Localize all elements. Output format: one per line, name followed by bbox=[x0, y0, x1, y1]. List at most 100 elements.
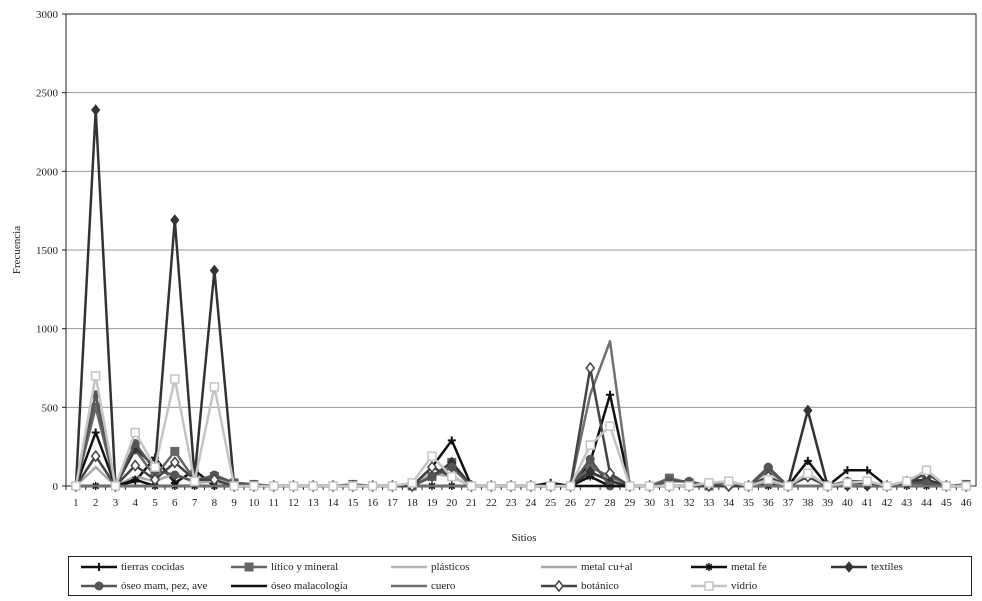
legend-item: metal fe bbox=[689, 558, 767, 576]
y-axis-title: Frecuencia bbox=[11, 226, 23, 274]
x-tick-label: 5 bbox=[152, 497, 158, 509]
x-tick-label: 1 bbox=[73, 497, 79, 509]
gridlines bbox=[66, 13, 976, 408]
data-point bbox=[486, 481, 497, 491]
legend-swatch bbox=[81, 563, 117, 571]
data-point bbox=[447, 462, 457, 472]
x-tick-label: 2 bbox=[93, 497, 99, 509]
data-point bbox=[71, 481, 81, 491]
x-tick-label: 4 bbox=[132, 497, 138, 509]
legend-swatch bbox=[831, 561, 867, 573]
y-tick-label: 2500 bbox=[36, 88, 59, 100]
data-point bbox=[921, 465, 932, 476]
x-tick-label: 7 bbox=[192, 497, 198, 509]
x-tick-label: 9 bbox=[231, 497, 237, 509]
data-point bbox=[822, 481, 833, 491]
x-tick-label: 31 bbox=[664, 497, 675, 509]
legend-label: tierras cocidas bbox=[121, 561, 185, 573]
data-point bbox=[249, 481, 259, 491]
data-point bbox=[565, 481, 576, 491]
data-point bbox=[427, 451, 437, 461]
x-tick-label: 17 bbox=[387, 497, 399, 509]
data-point bbox=[902, 476, 912, 487]
x-tick-label: 28 bbox=[605, 497, 617, 509]
legend-item: óseo mam, pez, ave bbox=[79, 577, 207, 595]
x-tick-label: 33 bbox=[703, 497, 715, 509]
data-point bbox=[585, 361, 596, 375]
series-0 bbox=[71, 390, 971, 490]
data-point bbox=[170, 214, 180, 226]
x-tick-label: 21 bbox=[466, 497, 477, 509]
data-point bbox=[664, 481, 675, 491]
series-6 bbox=[71, 390, 971, 491]
series-layer bbox=[70, 104, 972, 493]
x-tick-label: 14 bbox=[328, 497, 340, 509]
data-point bbox=[209, 382, 220, 392]
data-point bbox=[150, 462, 160, 472]
data-point bbox=[308, 481, 319, 491]
data-point bbox=[170, 374, 180, 384]
legend-label: óseo mam, pez, ave bbox=[121, 580, 208, 592]
data-point bbox=[644, 481, 655, 491]
data-point bbox=[209, 264, 220, 277]
data-point bbox=[209, 473, 220, 486]
x-axis-ticks: 1 2 3 4 5 6 7 8 9 10 11 12 13 14 15 16 17 18 19 20 21 22 23 24 2… bbox=[65, 486, 972, 509]
y-axis-ticks: 0 500 1000 1500 2000 2500 3000 bbox=[36, 9, 66, 493]
data-point bbox=[843, 466, 852, 475]
data-point bbox=[170, 446, 180, 456]
x-tick-label: 25 bbox=[545, 497, 557, 509]
legend-swatch bbox=[541, 565, 577, 569]
data-point bbox=[170, 470, 180, 480]
data-point bbox=[783, 481, 793, 491]
y-tick-label: 500 bbox=[42, 402, 59, 414]
data-point bbox=[348, 481, 358, 491]
legend-swatch bbox=[391, 584, 427, 588]
data-point bbox=[328, 481, 338, 491]
x-tick-label: 15 bbox=[347, 497, 359, 509]
legend-label: botánico bbox=[581, 580, 619, 592]
x-tick-label: 23 bbox=[506, 497, 518, 509]
x-tick-label: 30 bbox=[644, 497, 656, 509]
x-axis-title: Sitios bbox=[511, 532, 536, 544]
series-line bbox=[74, 406, 967, 488]
data-point bbox=[288, 481, 299, 491]
data-point bbox=[961, 481, 971, 491]
y-tick-label: 1500 bbox=[36, 245, 59, 257]
data-point bbox=[91, 104, 101, 116]
data-point bbox=[90, 371, 101, 381]
data-point bbox=[387, 481, 398, 491]
legend-swatch bbox=[391, 565, 427, 569]
legend-label: plásticos bbox=[431, 561, 470, 573]
x-tick-label: 16 bbox=[367, 497, 379, 509]
x-tick-label: 42 bbox=[881, 497, 892, 509]
x-tick-label: 37 bbox=[783, 497, 795, 509]
legend-swatch bbox=[231, 584, 267, 588]
legend-item: botánico bbox=[539, 577, 619, 595]
data-point bbox=[130, 427, 140, 438]
data-point bbox=[803, 456, 812, 465]
data-point bbox=[763, 474, 774, 485]
legend-marker bbox=[704, 581, 714, 591]
legend-label: vidrio bbox=[731, 580, 758, 592]
data-point bbox=[466, 481, 477, 491]
x-tick-label: 32 bbox=[684, 497, 695, 509]
legend-item: tierras cocidas bbox=[79, 558, 184, 576]
x-tick-label: 13 bbox=[308, 497, 320, 509]
x-tick-label: 29 bbox=[624, 497, 636, 509]
data-point bbox=[367, 481, 378, 491]
legend-marker bbox=[95, 563, 103, 571]
x-tick-label: 6 bbox=[172, 497, 178, 509]
data-point bbox=[90, 449, 101, 463]
data-point bbox=[704, 478, 714, 488]
series-line bbox=[74, 374, 967, 488]
x-tick-label: 34 bbox=[723, 497, 735, 509]
data-point bbox=[585, 466, 595, 478]
x-tick-label: 20 bbox=[446, 497, 458, 509]
legend-label: lítico y mineral bbox=[271, 561, 339, 573]
x-tick-label: 8 bbox=[212, 497, 218, 509]
legend-marker bbox=[94, 581, 104, 591]
x-tick-label: 22 bbox=[486, 497, 497, 509]
data-point bbox=[941, 481, 952, 491]
legend-label: óseo malacología bbox=[271, 580, 348, 592]
data-point bbox=[606, 390, 615, 399]
